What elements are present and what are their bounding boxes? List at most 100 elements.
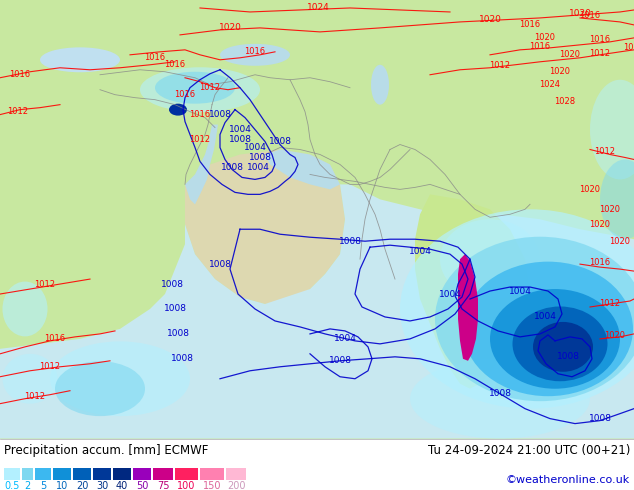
- Text: 1012: 1012: [590, 49, 611, 58]
- Text: 75: 75: [157, 481, 169, 490]
- Ellipse shape: [169, 104, 187, 116]
- Text: 20: 20: [76, 481, 88, 490]
- Text: 1012: 1012: [190, 135, 210, 144]
- FancyBboxPatch shape: [226, 468, 246, 480]
- Ellipse shape: [512, 306, 607, 381]
- Ellipse shape: [220, 44, 290, 66]
- FancyBboxPatch shape: [175, 468, 198, 480]
- Text: 1008: 1008: [557, 352, 579, 361]
- Text: 0.5: 0.5: [4, 481, 20, 490]
- Text: 1004: 1004: [247, 163, 269, 172]
- Text: 1020: 1020: [559, 50, 581, 59]
- Text: 10: 10: [56, 481, 68, 490]
- Text: 1020: 1020: [479, 15, 501, 24]
- Text: 1008: 1008: [209, 110, 231, 119]
- Text: 200: 200: [227, 481, 245, 490]
- Text: 1012: 1012: [25, 392, 46, 401]
- Text: 1020: 1020: [534, 33, 555, 42]
- Text: 1020: 1020: [604, 331, 626, 341]
- Text: 1004: 1004: [439, 290, 462, 298]
- Text: 1012: 1012: [595, 147, 616, 156]
- FancyBboxPatch shape: [200, 468, 224, 480]
- Text: 1008: 1008: [160, 280, 183, 289]
- FancyBboxPatch shape: [113, 468, 131, 480]
- Ellipse shape: [495, 379, 509, 399]
- FancyBboxPatch shape: [73, 468, 91, 480]
- Text: 5: 5: [40, 481, 46, 490]
- Text: 1016: 1016: [174, 90, 195, 99]
- Text: Tu 24-09-2024 21:00 UTC (00+21): Tu 24-09-2024 21:00 UTC (00+21): [427, 444, 630, 457]
- Text: 1016: 1016: [590, 35, 611, 45]
- Text: 1008: 1008: [328, 356, 351, 366]
- Polygon shape: [0, 184, 634, 439]
- Text: 50: 50: [136, 481, 148, 490]
- Text: 1016: 1016: [529, 42, 550, 51]
- Text: 1008: 1008: [164, 304, 186, 314]
- FancyBboxPatch shape: [35, 468, 51, 480]
- Text: 1024: 1024: [540, 80, 560, 89]
- Polygon shape: [265, 149, 340, 189]
- Text: 1016: 1016: [164, 60, 186, 69]
- Polygon shape: [458, 254, 478, 361]
- Polygon shape: [185, 124, 218, 204]
- Text: 1020: 1020: [569, 9, 592, 19]
- Text: 1008: 1008: [171, 354, 193, 363]
- Ellipse shape: [3, 282, 48, 337]
- Ellipse shape: [40, 48, 120, 72]
- Ellipse shape: [440, 220, 540, 299]
- Text: 1008: 1008: [228, 135, 252, 144]
- Text: 1016: 1016: [245, 48, 266, 56]
- FancyBboxPatch shape: [22, 468, 33, 480]
- Text: 1016: 1016: [44, 334, 65, 343]
- FancyBboxPatch shape: [4, 468, 20, 480]
- Ellipse shape: [140, 67, 260, 112]
- Text: 1012: 1012: [489, 61, 510, 70]
- Polygon shape: [415, 195, 530, 389]
- Text: 1020: 1020: [600, 205, 621, 214]
- Text: 1004: 1004: [243, 143, 266, 152]
- Polygon shape: [185, 149, 345, 304]
- Text: 30: 30: [96, 481, 108, 490]
- Ellipse shape: [3, 354, 58, 404]
- Ellipse shape: [410, 359, 590, 439]
- Ellipse shape: [435, 237, 634, 401]
- Text: 1008: 1008: [167, 329, 190, 339]
- Text: 1012: 1012: [8, 107, 29, 116]
- Ellipse shape: [590, 80, 634, 179]
- FancyBboxPatch shape: [53, 468, 71, 480]
- Text: 1020: 1020: [550, 67, 571, 76]
- Ellipse shape: [463, 262, 633, 396]
- Text: 1016: 1016: [579, 11, 600, 21]
- Ellipse shape: [600, 159, 634, 239]
- Ellipse shape: [371, 65, 389, 105]
- Text: ©weatheronline.co.uk: ©weatheronline.co.uk: [506, 475, 630, 485]
- Text: 1020: 1020: [219, 24, 242, 32]
- Text: 150: 150: [203, 481, 221, 490]
- Text: 1020: 1020: [579, 185, 600, 194]
- Text: 1012: 1012: [623, 43, 634, 52]
- Text: 1004: 1004: [508, 287, 531, 295]
- Ellipse shape: [400, 209, 634, 409]
- Text: 1012: 1012: [39, 362, 60, 371]
- Ellipse shape: [55, 361, 145, 416]
- Text: 1016: 1016: [190, 110, 210, 119]
- Ellipse shape: [533, 322, 593, 372]
- Text: 1004: 1004: [408, 246, 432, 256]
- Text: 1016: 1016: [10, 70, 30, 79]
- Text: Precipitation accum. [mm] ECMWF: Precipitation accum. [mm] ECMWF: [4, 444, 209, 457]
- FancyBboxPatch shape: [93, 468, 111, 480]
- Text: 1012: 1012: [200, 83, 221, 92]
- Text: 1016: 1016: [145, 53, 165, 62]
- Polygon shape: [461, 259, 476, 351]
- FancyBboxPatch shape: [153, 468, 173, 480]
- Text: 1008: 1008: [489, 389, 512, 398]
- Ellipse shape: [490, 289, 620, 389]
- Text: 1016: 1016: [519, 21, 541, 29]
- Ellipse shape: [50, 342, 190, 416]
- Text: 1016: 1016: [590, 258, 611, 267]
- Text: 1012: 1012: [34, 280, 56, 289]
- Text: 1012: 1012: [600, 299, 621, 309]
- Text: 1008: 1008: [588, 414, 612, 423]
- Text: 1004: 1004: [534, 313, 557, 321]
- Text: 1028: 1028: [555, 97, 576, 106]
